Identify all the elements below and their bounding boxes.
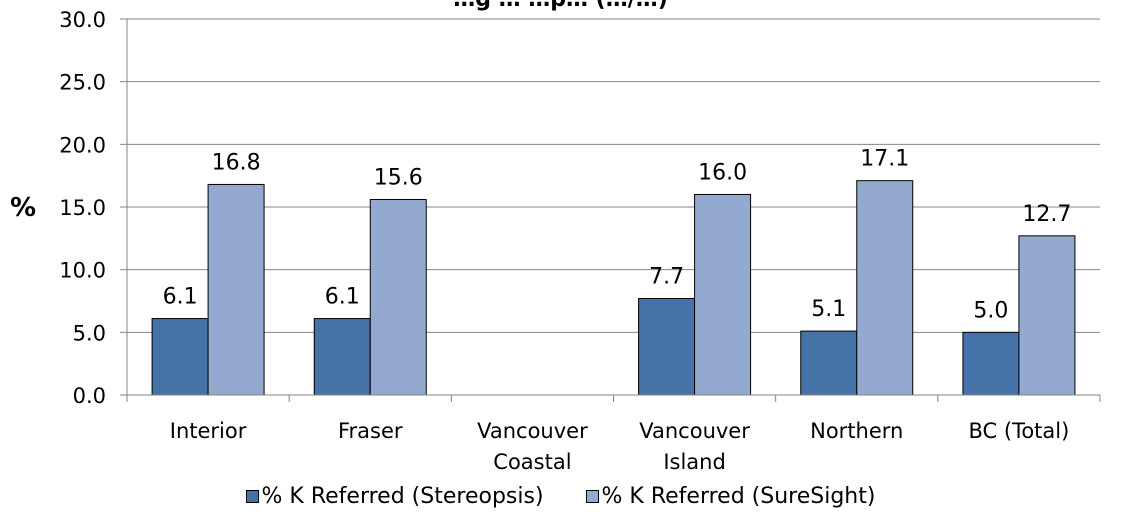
data-label: 6.1 bbox=[325, 285, 360, 310]
x-category-label: Northern bbox=[810, 419, 903, 443]
x-category-label: Fraser bbox=[338, 419, 403, 443]
legend-swatch-stereopsis bbox=[245, 489, 259, 503]
y-tick-label: 10.0 bbox=[59, 259, 106, 283]
data-label: 5.1 bbox=[811, 297, 846, 322]
x-category-label: Interior bbox=[170, 419, 247, 443]
legend-item-stereopsis: % K Referred (Stereopsis) bbox=[245, 483, 544, 509]
bar bbox=[151, 318, 209, 396]
data-label: 6.1 bbox=[163, 285, 198, 310]
chart-title: …g … …p… (…/…) bbox=[0, 0, 1121, 12]
x-category-label: Coastal bbox=[493, 450, 571, 474]
bar bbox=[313, 318, 371, 396]
y-tick-label: 0.0 bbox=[73, 384, 106, 408]
data-label: 7.7 bbox=[649, 264, 684, 289]
y-tick-label: 30.0 bbox=[59, 8, 106, 32]
y-axis-title: % bbox=[10, 193, 36, 223]
data-label: 17.1 bbox=[860, 147, 909, 172]
y-tick-label: 5.0 bbox=[73, 321, 106, 345]
legend-label-stereopsis: % K Referred (Stereopsis) bbox=[261, 483, 544, 509]
x-category-label: Vancouver bbox=[639, 419, 750, 443]
bar bbox=[694, 193, 752, 396]
data-label: 5.0 bbox=[973, 298, 1008, 323]
x-category-label: BC (Total) bbox=[969, 419, 1070, 443]
y-tick-label: 25.0 bbox=[59, 71, 106, 95]
bar bbox=[800, 330, 858, 396]
bar bbox=[207, 183, 265, 396]
legend-item-suresight: % K Referred (SureSight) bbox=[585, 483, 876, 509]
x-category-label: Vancouver bbox=[477, 419, 588, 443]
data-label: 15.6 bbox=[374, 165, 423, 190]
x-category-label: Island bbox=[663, 450, 725, 474]
data-label: 16.8 bbox=[212, 150, 261, 175]
y-tick-label: 20.0 bbox=[59, 133, 106, 157]
legend-swatch-suresight bbox=[585, 489, 599, 503]
legend: % K Referred (Stereopsis) % K Referred (… bbox=[0, 480, 1121, 512]
legend-label-suresight: % K Referred (SureSight) bbox=[601, 483, 876, 509]
data-label: 16.0 bbox=[698, 160, 747, 185]
bar bbox=[856, 180, 914, 396]
data-label: 12.7 bbox=[1022, 202, 1071, 227]
bar bbox=[369, 198, 427, 396]
bar bbox=[638, 297, 696, 396]
bar bbox=[962, 331, 1020, 396]
bar bbox=[1018, 235, 1076, 396]
y-tick-label: 15.0 bbox=[59, 196, 106, 220]
bar-chart: 0.0 5.0 10.0 15.0 20.0 25.0 30.0 Interior Fraser… bbox=[10, 8, 1101, 474]
